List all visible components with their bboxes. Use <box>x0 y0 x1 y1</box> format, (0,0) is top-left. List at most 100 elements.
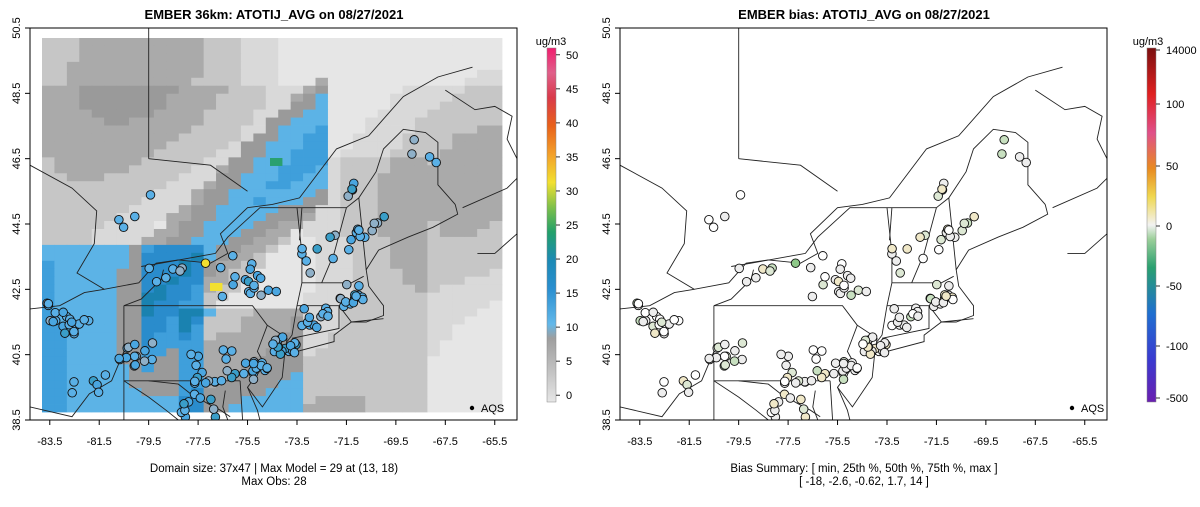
panel-right: EMBER bias: ATOTIJ_AVG on 08/27/2021 -83… <box>601 7 1197 488</box>
bias-marker <box>765 266 775 276</box>
y-tick-label: 38.5 <box>11 409 23 430</box>
station-marker <box>262 363 272 373</box>
x-tick-label: -79.5 <box>136 436 161 448</box>
station-marker <box>351 291 361 301</box>
station-marker <box>190 376 200 387</box>
bias-marker <box>751 273 761 283</box>
boundary-line <box>299 207 303 241</box>
colorbar-tick-label: 35 <box>566 152 578 164</box>
station-marker <box>328 253 338 264</box>
station-marker <box>228 251 238 261</box>
x-tick-label: -69.5 <box>973 436 998 448</box>
boundary-line <box>713 305 858 326</box>
bias-marker <box>944 281 954 291</box>
y-tick-labels-right: 38.5 40.5 42.5 44.5 46.5 48.5 50.5 <box>601 17 620 431</box>
bias-marker <box>852 363 862 373</box>
boundary-line <box>713 380 769 420</box>
boundary-line <box>247 387 261 420</box>
boundary-line <box>284 204 459 356</box>
bias-marker <box>937 184 947 194</box>
bias-marker <box>889 304 899 314</box>
legend-right: AQS <box>1069 403 1104 415</box>
station-marker <box>147 338 158 348</box>
colorbar-tick-label: 45 <box>566 84 578 96</box>
station-marker <box>114 353 124 364</box>
x-tick-label: -79.5 <box>726 436 751 448</box>
bias-marker <box>932 279 942 290</box>
boundary-line <box>812 390 819 420</box>
legend-label-left: AQS <box>481 403 504 415</box>
y-tick-label: 42.5 <box>11 279 23 300</box>
state-boundaries <box>620 28 1107 420</box>
colorbar-tick-label: 30 <box>566 186 578 198</box>
y-tick-labels-left: 38.5 40.5 42.5 44.5 46.5 48.5 50.5 <box>11 17 30 431</box>
station-marker <box>230 272 240 282</box>
station-marker <box>369 218 380 229</box>
colorbar-unit-left: ug/m3 <box>536 36 567 48</box>
colorbar-tick-label: 0 <box>566 390 572 402</box>
boundary-line <box>30 351 125 418</box>
station-marker <box>147 354 157 365</box>
station-marker <box>216 375 227 386</box>
station-marker <box>191 360 201 371</box>
bias-marker <box>781 360 791 371</box>
colorbar-ticks-left: 0 5 10 15 20 25 30 35 40 45 50 <box>556 50 578 402</box>
boundary-line <box>123 380 179 420</box>
boundary-line <box>445 89 517 159</box>
station-marker <box>271 286 282 297</box>
colorbar-tick-label: -100 <box>1166 341 1188 353</box>
x-tick-labels-left: -83.5 -81.5 -79.5 -77.5 -75.5 -73.5 -71.5 -69.5… <box>37 420 507 448</box>
boundary-line <box>30 66 473 290</box>
bias-marker <box>669 315 679 325</box>
y-tick-label: 40.5 <box>601 344 613 365</box>
bias-marker <box>704 214 714 225</box>
x-tick-labels-right: -83.5 -81.5 -79.5 -77.5 -75.5 -73.5 -71.5 -69.5… <box>627 420 1097 448</box>
station-marker <box>255 273 266 283</box>
colorbar-tick-label: 20 <box>566 254 578 266</box>
station-marker <box>151 276 162 287</box>
colorbar-tick-label: 50 <box>1166 161 1178 173</box>
station-marker <box>344 244 354 255</box>
bias-marker <box>656 317 667 327</box>
station-marker <box>312 322 322 333</box>
colorbar-ramp-right <box>1146 47 1157 403</box>
station-marker <box>200 378 211 388</box>
bias-marker <box>820 272 830 282</box>
observation-points <box>42 135 441 420</box>
bias-marker <box>633 298 644 309</box>
bias-marker <box>895 268 905 278</box>
boundary-line <box>239 380 244 420</box>
station-marker <box>301 256 312 266</box>
x-tick-label: -83.5 <box>627 436 652 448</box>
bias-marker <box>830 358 841 368</box>
bias-marker <box>902 322 912 333</box>
station-marker <box>342 279 352 290</box>
station-marker <box>48 316 58 327</box>
station-marker <box>130 360 140 370</box>
bias-marker <box>816 372 827 383</box>
bias-marker <box>790 378 801 388</box>
bias-marker <box>969 211 979 222</box>
y-tick-label: 48.5 <box>11 83 23 104</box>
bias-marker <box>934 244 944 255</box>
y-tick-label: 42.5 <box>601 279 613 300</box>
station-marker <box>346 234 356 245</box>
colorbar-ramp-left <box>546 47 557 403</box>
bias-marker <box>941 291 951 301</box>
bias-marker <box>790 258 801 268</box>
station-marker <box>221 354 231 364</box>
bias-marker <box>730 346 740 356</box>
station-marker <box>144 263 154 274</box>
boundary-line <box>291 305 340 339</box>
x-tick-label: -69.5 <box>383 436 408 448</box>
panel-left: EMBER 36km: ATOTIJ_AVG on 08/27/2021 -83… <box>11 7 578 488</box>
station-marker <box>268 339 278 349</box>
y-tick-label: 40.5 <box>11 344 23 365</box>
x-tick-label: -65.5 <box>482 436 507 448</box>
boundary-line <box>1067 233 1107 254</box>
y-tick-label: 46.5 <box>11 148 23 169</box>
colorbar-ticks-right: 14000 100 50 0 -50 -100 -500 <box>1156 45 1197 405</box>
boundary-line <box>887 305 974 323</box>
station-marker <box>299 304 309 314</box>
